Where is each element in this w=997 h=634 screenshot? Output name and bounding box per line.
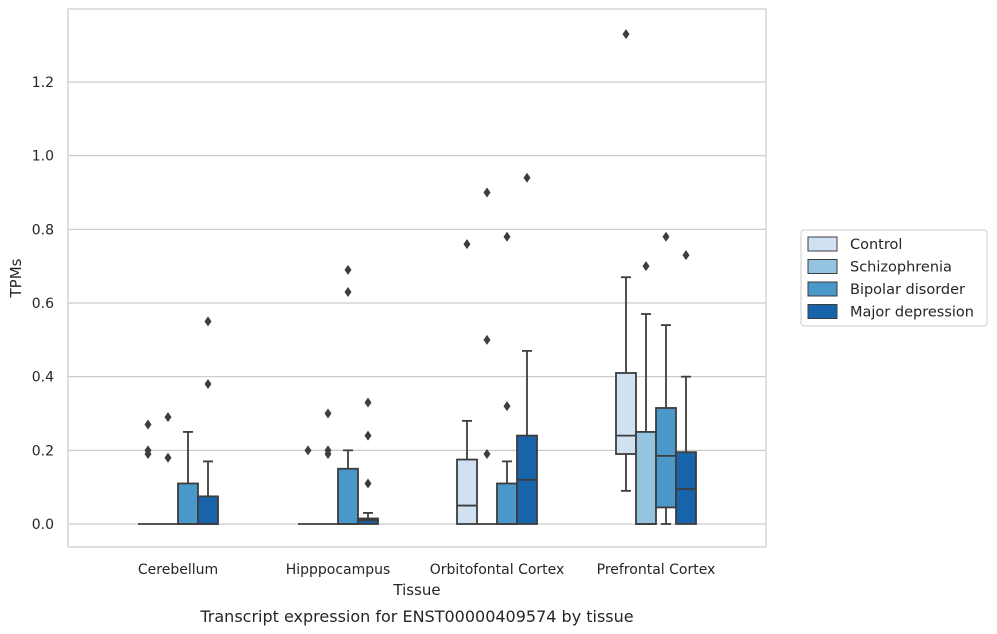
gridlines (68, 81, 766, 525)
box-schizophrenia-1 (318, 408, 338, 525)
box-bipolar-disorder-2 (496, 231, 518, 525)
legend-label: Bipolar disorder (850, 282, 965, 298)
outlier-point (662, 231, 670, 242)
box-body (456, 458, 478, 525)
legend-label: Schizophrenia (850, 260, 952, 276)
outlier-point (344, 264, 352, 275)
box-body (357, 517, 379, 525)
y-tick-label: 0.8 (32, 222, 54, 238)
box-body (337, 467, 359, 525)
box-control-2 (456, 239, 478, 525)
box-body (197, 495, 219, 525)
outlier-point (364, 430, 372, 441)
y-tick-label: 0.4 (32, 370, 54, 386)
outlier-point (483, 449, 491, 460)
box-body (177, 482, 199, 525)
outlier-point (324, 408, 332, 419)
y-tick-label: 1.2 (32, 75, 54, 91)
x-tick-label: Hipppocampus (286, 562, 391, 578)
outlier-point (503, 401, 511, 412)
box-schizophrenia-3 (635, 261, 657, 525)
plot-frame (67, 8, 767, 548)
y-tick-label: 0.6 (32, 296, 54, 312)
outlier-point (642, 261, 650, 272)
box-major-depression-3 (675, 250, 697, 525)
outlier-point (144, 445, 152, 456)
outlier-point (364, 478, 372, 489)
box-bipolar-disorder-3 (655, 231, 677, 525)
y-tick-label: 0.0 (32, 517, 54, 533)
box-body (496, 482, 518, 525)
outlier-point (324, 445, 332, 456)
outlier-point (483, 334, 491, 345)
y-axis-title: TPMs (7, 258, 25, 298)
legend-label: Major depression (850, 305, 974, 321)
outlier-point (483, 187, 491, 198)
legend-swatch (807, 304, 838, 319)
box-control-1 (298, 445, 318, 525)
legend-label: Control (850, 237, 902, 253)
outlier-point (503, 231, 511, 242)
legend-item: Schizophrenia (807, 259, 952, 276)
box-major-depression-0 (197, 316, 219, 525)
x-tick-label: Orbitofontal Cortex (430, 562, 565, 578)
outlier-point (144, 419, 152, 430)
outlier-point (622, 29, 630, 40)
x-axis-title: Tissue (392, 581, 440, 599)
outlier-point (204, 316, 212, 327)
legend-item: Major depression (807, 304, 974, 321)
y-tick-label: 0.2 (32, 443, 54, 459)
legend-swatch (807, 259, 838, 274)
box-body (635, 431, 657, 525)
legend-frame (800, 229, 988, 327)
box-body (675, 451, 697, 525)
legend-swatch (807, 236, 838, 252)
box-bipolar-disorder-0 (177, 431, 199, 525)
box-major-depression-2 (516, 172, 538, 525)
legend-swatch (807, 281, 838, 297)
box-schizophrenia-0 (158, 412, 178, 525)
y-tick-labels: 0.0 0.2 0.4 0.6 0.8 1.0 1.2 (32, 75, 54, 533)
outlier-point (364, 397, 372, 408)
legend: Control Schizophrenia Bipolar disorder Majo… (800, 229, 988, 327)
box-schizophrenia-2 (477, 187, 497, 525)
outlier-point (682, 250, 690, 261)
y-tick-label: 1.0 (32, 149, 54, 165)
figure-caption: Transcript expression for ENST0000040957… (199, 607, 633, 626)
outlier-point (204, 379, 212, 390)
x-tick-label: Cerebellum (138, 562, 218, 578)
box-control-3 (615, 29, 637, 492)
boxes (138, 29, 697, 525)
outlier-point (523, 172, 531, 183)
x-tick-labels: Cerebellum Hipppocampus Orbitofontal Corte… (138, 562, 715, 578)
box-body (615, 372, 637, 455)
outlier-point (164, 452, 172, 463)
outlier-point (463, 239, 471, 250)
box-major-depression-1 (357, 397, 379, 525)
outlier-point (344, 286, 352, 297)
box-control-0 (138, 419, 158, 525)
box-body (655, 407, 677, 509)
outlier-point (304, 445, 312, 456)
box-bipolar-disorder-1 (337, 264, 359, 525)
legend-item: Bipolar disorder (807, 281, 965, 298)
legend-item: Control (807, 236, 902, 253)
x-tick-label: Prefrontal Cortex (597, 562, 716, 578)
outlier-point (164, 412, 172, 423)
